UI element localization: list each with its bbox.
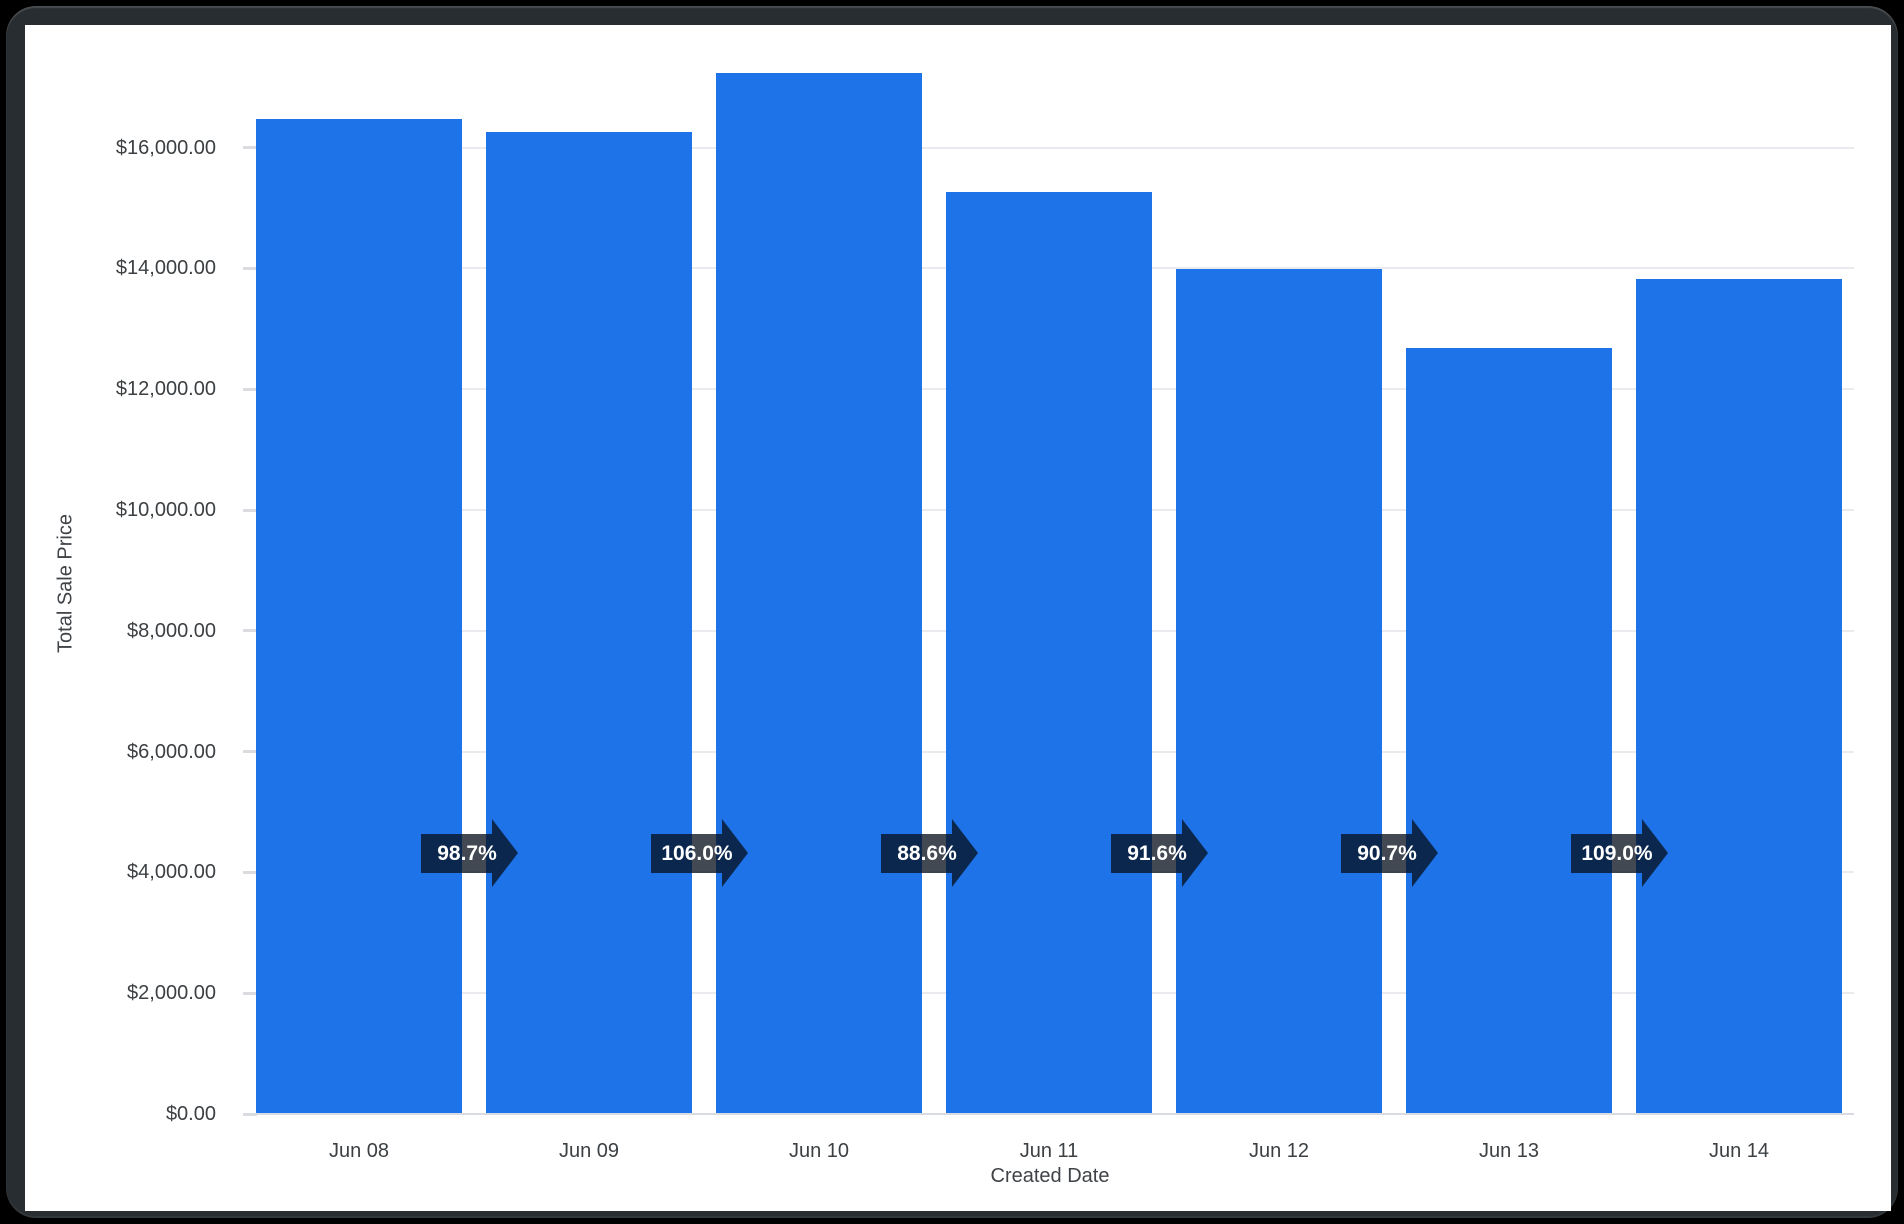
percent-change-value: 98.7%	[437, 841, 497, 865]
y-tick-label: $6,000.00	[127, 740, 216, 763]
arrow-right-icon	[952, 819, 978, 887]
y-tick-label: $12,000.00	[115, 378, 216, 401]
x-tick-label: Jun 13	[1478, 1140, 1540, 1162]
y-tick-mark	[243, 387, 257, 391]
bar-jun-10[interactable]	[716, 73, 922, 1114]
y-tick-mark	[243, 870, 257, 874]
x-tick-label: Jun 11	[1019, 1140, 1079, 1162]
percent-change-value: 106.0%	[661, 841, 733, 865]
x-axis-line	[243, 1113, 1854, 1115]
percent-change-arrow: 98.7%	[421, 819, 518, 888]
y-tick-mark	[243, 991, 257, 995]
y-tick-label: $14,000.00	[115, 257, 216, 280]
x-tick-label: Jun 10	[788, 1140, 850, 1162]
bar-jun-13[interactable]	[1406, 348, 1612, 1114]
percent-change-arrow-body	[881, 834, 952, 873]
y-tick-label: $8,000.00	[127, 619, 216, 642]
percent-change-arrow: 109.0%	[1571, 819, 1668, 888]
y-tick-label: $10,000.00	[115, 499, 216, 521]
y-tick-label: $0.00	[165, 1103, 216, 1125]
arrow-right-icon	[1182, 819, 1208, 887]
y-tick-label: $4,000.00	[127, 861, 216, 884]
y-axis-title: Total Sale Price	[54, 514, 77, 653]
bar-jun-09[interactable]	[486, 131, 692, 1114]
y-tick-label: $2,000.00	[127, 982, 216, 1005]
x-axis-title: Created Date	[990, 1165, 1110, 1187]
y-gridline	[256, 146, 1854, 149]
percent-change-value: 109.0%	[1581, 841, 1653, 865]
y-tick-mark	[243, 508, 257, 512]
x-tick-label: Jun 09	[558, 1140, 620, 1162]
percent-change-arrow: 88.6%	[881, 819, 978, 888]
bar-jun-08[interactable]	[256, 119, 462, 1114]
y-tick-mark	[243, 629, 257, 633]
percent-change-value: 90.7%	[1357, 841, 1417, 865]
percent-change-arrow-body	[1111, 834, 1182, 873]
percent-change-arrow: 91.6%	[1111, 819, 1208, 888]
percent-change-arrow-body	[421, 834, 492, 873]
chart-area: Created Date Total Sale Price $0.00 $2,00…	[25, 25, 1891, 1211]
y-tick-label: $16,000.00	[115, 136, 216, 159]
percent-change-arrow: 106.0%	[651, 819, 748, 888]
percent-change-arrow-body	[651, 834, 722, 873]
percent-change-value: 91.6%	[1127, 841, 1187, 865]
x-tick-label: Jun 08	[328, 1140, 390, 1162]
y-tick-mark	[243, 266, 257, 270]
percent-change-arrow-body	[1571, 834, 1642, 873]
y-tick-mark	[243, 750, 257, 754]
window-frame: Created Date Total Sale Price $0.00 $2,00…	[6, 6, 1898, 1218]
bar-jun-12[interactable]	[1176, 269, 1382, 1114]
percent-change-arrow: 90.7%	[1341, 819, 1438, 888]
bar-jun-11[interactable]	[946, 191, 1152, 1114]
percent-change-value: 88.6%	[897, 841, 957, 865]
x-tick-label: Jun 12	[1248, 1140, 1310, 1162]
y-tick-mark	[243, 146, 257, 150]
arrow-right-icon	[492, 819, 518, 887]
arrow-right-icon	[1642, 819, 1668, 887]
bar-jun-14[interactable]	[1636, 278, 1842, 1114]
x-tick-label: Jun 14	[1708, 1140, 1770, 1162]
arrow-right-icon	[1412, 819, 1438, 887]
percent-change-arrow-body	[1341, 834, 1412, 873]
arrow-right-icon	[722, 819, 748, 887]
